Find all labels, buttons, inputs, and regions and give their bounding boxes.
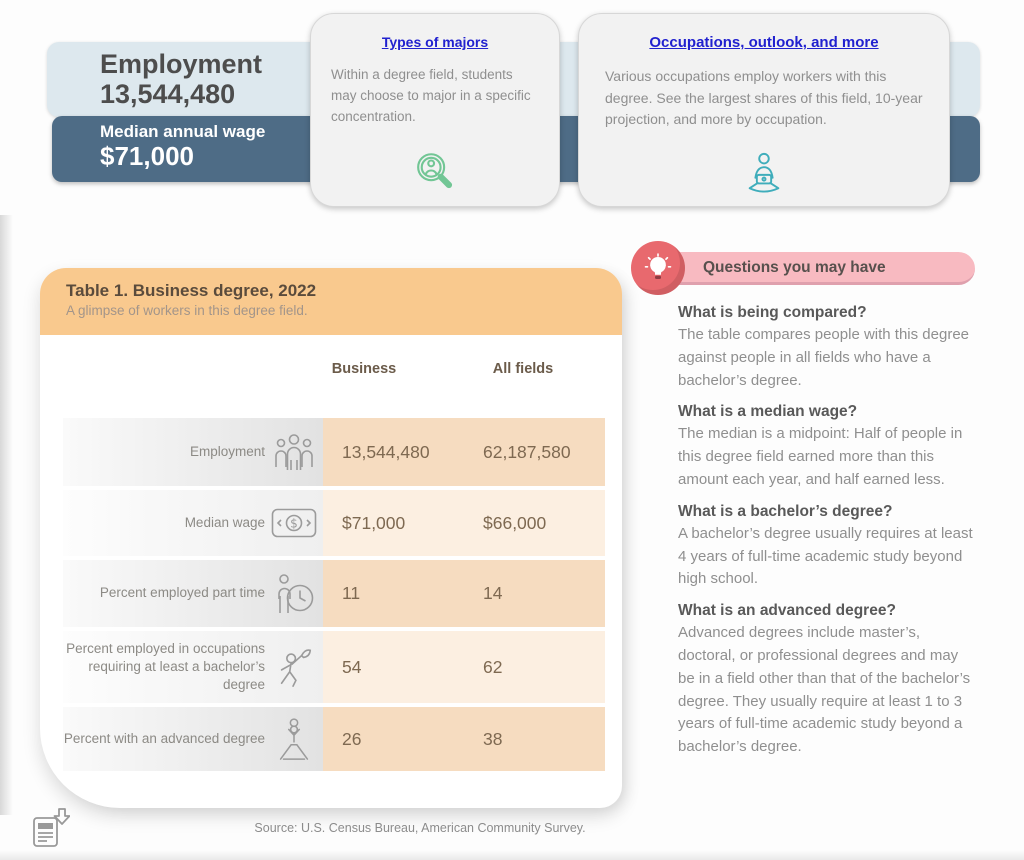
question-body: The median is a midpoint: Half of people… xyxy=(678,425,963,488)
person-jumping-icon xyxy=(265,644,323,690)
questions-list: What is being compared? The table compar… xyxy=(678,294,976,770)
table-row: Percent employed part time 11 14 xyxy=(63,560,605,627)
question-body: The table compares people with this degr… xyxy=(678,326,970,389)
value-business: 11 xyxy=(342,583,361,603)
download-icon[interactable] xyxy=(30,806,71,855)
row-label: Percent employed in occupations requirin… xyxy=(66,640,265,693)
value-all-fields: 14 xyxy=(483,583,503,603)
table-row: Employment 13,544,480 62,187,580 xyxy=(63,418,605,486)
people-group-icon xyxy=(265,433,323,471)
magnifier-person-icon xyxy=(410,148,460,203)
question-title: What is being compared? xyxy=(678,304,867,321)
median-wage-stat: Median annual wage $71,000 xyxy=(100,122,265,172)
types-of-majors-card: Types of majors Within a degree field, s… xyxy=(310,13,560,207)
row-label: Median wage xyxy=(184,514,265,530)
degree-table-card: Table 1. Business degree, 2022 A glimpse… xyxy=(40,268,622,808)
value-business: 26 xyxy=(342,728,362,749)
question-title: What is a bachelor’s degree? xyxy=(678,502,893,520)
table-subtitle: A glimpse of workers in this degree fiel… xyxy=(66,303,308,318)
value-all-fields: $66,000 xyxy=(483,512,547,533)
employment-label: Employment xyxy=(100,49,263,79)
types-of-majors-description: Within a degree field, students may choo… xyxy=(331,67,531,124)
employment-value: 13,544,480 xyxy=(100,78,236,109)
questions-header: Questions you may have xyxy=(655,252,975,285)
table-header: Table 1. Business degree, 2022 A glimpse… xyxy=(40,268,622,335)
row-label: Employment xyxy=(189,443,265,459)
table-row: Percent employed in occupations requirin… xyxy=(63,631,605,703)
value-all-fields: 62,187,580 xyxy=(483,441,571,462)
question-body: Advanced degrees include master’s, docto… xyxy=(678,624,971,756)
column-header-business: Business xyxy=(331,361,397,377)
types-of-majors-link[interactable]: Types of majors xyxy=(381,34,489,50)
question-title: What is a median wage? xyxy=(678,403,858,421)
occupations-description: Various occupations employ workers with … xyxy=(605,68,923,128)
table-rows: Employment 13,544,480 62,187,580 xyxy=(63,418,605,775)
question-item: What is being compared? The table compar… xyxy=(678,304,976,392)
table-row: Percent with an advanced degree 26 38 xyxy=(63,707,605,771)
value-business: 54 xyxy=(342,656,362,677)
source-note: Source: U.S. Census Bureau, American Com… xyxy=(254,821,586,835)
value-all-fields: 38 xyxy=(483,728,503,749)
lightbulb-icon xyxy=(631,241,685,295)
banknote-icon: $ xyxy=(265,508,323,538)
page-edge-shading xyxy=(0,215,13,815)
page-edge-shading-bottom xyxy=(0,850,1024,860)
person-summit-icon xyxy=(265,717,323,761)
table-row: Median wage $ $71,000 $66,000 xyxy=(63,490,605,556)
row-label: Percent employed part time xyxy=(99,585,265,601)
person-laptop-icon xyxy=(741,151,787,198)
value-business: 13,544,480 xyxy=(342,441,430,462)
question-item: What is a bachelor’s degree? A bachelor’… xyxy=(678,503,976,591)
question-item: What is a median wage? The median is a m… xyxy=(678,403,976,491)
question-body: A bachelor’s degree usually requires at … xyxy=(678,524,973,588)
table-title: Table 1. Business degree, 2022 xyxy=(66,281,317,300)
employment-stat: Employment 13,544,480 xyxy=(100,49,263,109)
value-business: $71,000 xyxy=(342,512,406,533)
question-item: What is an advanced degree? Advanced deg… xyxy=(678,602,976,759)
column-header-all-fields: All fields xyxy=(492,361,554,377)
person-clock-icon xyxy=(265,573,323,615)
svg-text:$: $ xyxy=(290,517,298,531)
median-wage-label: Median annual wage xyxy=(100,122,266,141)
row-label: Percent with an advanced degree xyxy=(63,730,265,746)
question-title: What is an advanced degree? xyxy=(678,602,896,620)
occupations-card: Occupations, outlook, and more Various o… xyxy=(578,13,950,207)
occupations-outlook-link[interactable]: Occupations, outlook, and more xyxy=(649,34,879,51)
value-all-fields: 62 xyxy=(483,656,503,677)
median-wage-value: $71,000 xyxy=(100,141,194,172)
